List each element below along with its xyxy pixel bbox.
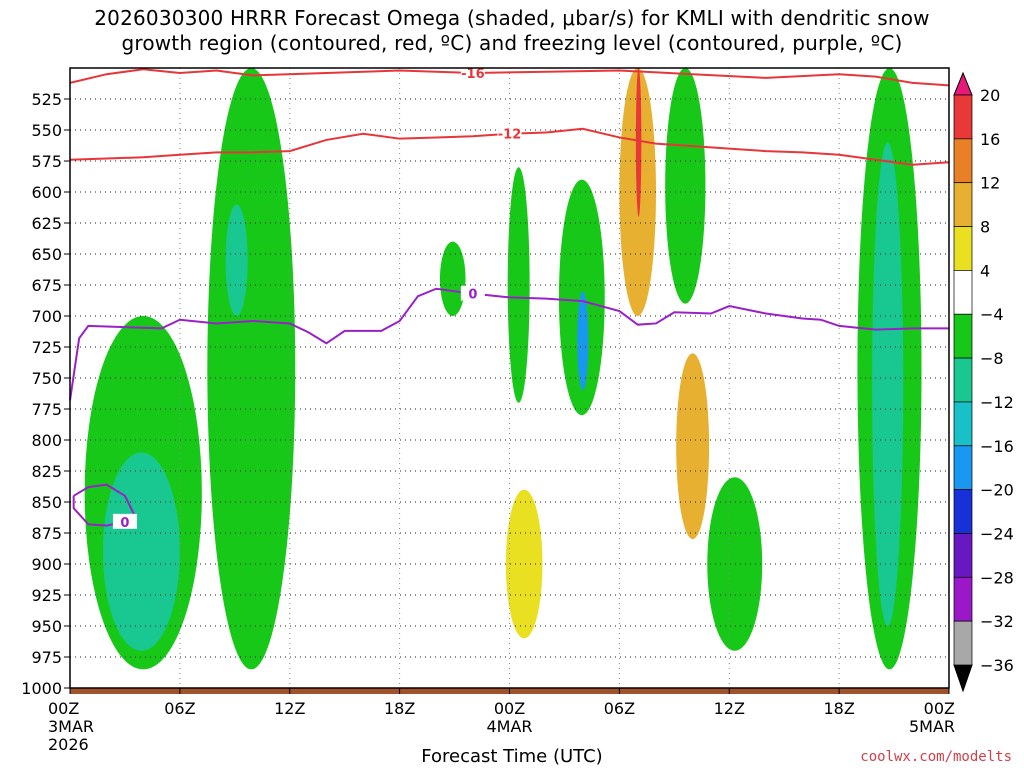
y-tick-label-775: 775 bbox=[31, 400, 62, 419]
omega-region-1 bbox=[102, 452, 180, 651]
colorbar-box-6 bbox=[953, 313, 973, 359]
colorbar-box-7 bbox=[953, 357, 973, 403]
y-tick-label-525: 525 bbox=[31, 90, 62, 109]
omega-region-2 bbox=[207, 68, 296, 670]
omega-region-3 bbox=[225, 204, 248, 316]
colorbar-label--16: −16 bbox=[980, 437, 1014, 456]
x-tick-label-24: 00Z bbox=[494, 699, 525, 718]
colorbar-label--4: −4 bbox=[980, 305, 1004, 324]
y-tick-label-650: 650 bbox=[31, 245, 62, 264]
x-axis-label: Forecast Time (UTC) bbox=[421, 746, 603, 767]
y-tick-label-850: 850 bbox=[31, 493, 62, 512]
y-tick-label-725: 725 bbox=[31, 338, 62, 357]
x-tick-label-0: 00Z bbox=[48, 699, 79, 718]
red-contour-label-1: -12 bbox=[498, 128, 522, 143]
omega-region-14 bbox=[676, 353, 710, 540]
purple-contour-label-1: 0 bbox=[120, 516, 129, 531]
y-tick-label-925: 925 bbox=[31, 586, 62, 605]
y-tick-label-875: 875 bbox=[31, 524, 62, 543]
red-contour-label-0: -16 bbox=[461, 67, 485, 82]
colorbar-arrow-bottom bbox=[953, 664, 973, 693]
colorbar-label--12: −12 bbox=[980, 393, 1014, 412]
colorbar-label--36: −36 bbox=[980, 656, 1014, 675]
omega-region-4 bbox=[439, 241, 466, 316]
x-tick-label-30: 06Z bbox=[604, 699, 635, 718]
colorbar-box-4 bbox=[953, 226, 973, 271]
omega-region-13 bbox=[635, 67, 642, 217]
y-tick-label-600: 600 bbox=[31, 183, 62, 202]
x-tick-date-48: 5MAR bbox=[909, 717, 955, 736]
y-tick-label-625: 625 bbox=[31, 214, 62, 233]
y-tick-label-950: 950 bbox=[31, 617, 62, 636]
red-label-bg-1 bbox=[497, 125, 522, 141]
red-contour-0 bbox=[69, 68, 950, 87]
colorbar: 20 16 12 8 4 −4 −8 −12 −16 −20 −24 −28 −32 −36 bbox=[953, 71, 1014, 693]
title-line-2: growth region (contoured, red, ºC) and f… bbox=[121, 31, 903, 55]
colorbar-label--8: −8 bbox=[980, 349, 1004, 368]
colorbar-label--32: −32 bbox=[980, 612, 1014, 631]
colorbar-box-8 bbox=[953, 401, 973, 447]
title-line-1: 2026030300 HRRR Forecast Omega (shaded, … bbox=[94, 6, 930, 30]
omega-shading bbox=[84, 67, 922, 670]
colorbar-box-5 bbox=[953, 270, 973, 315]
colorbar-label-16: 16 bbox=[980, 130, 1000, 149]
x-tick-label-12: 12Z bbox=[274, 699, 305, 718]
y-tick-label-900: 900 bbox=[31, 555, 62, 574]
credit-link[interactable]: coolwx.com/modelts bbox=[860, 749, 1012, 765]
colorbar-label-4: 4 bbox=[980, 261, 990, 280]
colorbar-label-20: 20 bbox=[980, 86, 1000, 105]
colorbar-label-12: 12 bbox=[980, 174, 1000, 193]
x-tick-date-24: 4MAR bbox=[486, 717, 532, 736]
x-tick-label-18: 18Z bbox=[384, 699, 415, 718]
purple-label-bg-0 bbox=[460, 285, 485, 301]
purple-contour-label-0: 0 bbox=[468, 288, 477, 303]
x-tick-label-48: 00Z bbox=[924, 699, 955, 718]
colorbar-box-10 bbox=[953, 489, 973, 534]
x-tick-year-0: 2026 bbox=[48, 735, 89, 754]
x-tick-label-6: 06Z bbox=[164, 699, 195, 718]
grid-lines bbox=[70, 68, 949, 689]
colorbar-box-2 bbox=[953, 138, 973, 184]
purple-label-bg-1 bbox=[112, 513, 137, 529]
colorbar-box-1 bbox=[953, 94, 973, 140]
colorbar-box-12 bbox=[953, 576, 973, 622]
x-tick-label-36: 12Z bbox=[714, 699, 745, 718]
y-tick-label-800: 800 bbox=[31, 431, 62, 450]
y-axis: 525 550 575 600 625 650 675 700 725 750 775 800 825 8… bbox=[21, 90, 70, 698]
omega-region-15 bbox=[505, 489, 543, 639]
x-tick-date-0: 3MAR bbox=[48, 717, 94, 736]
omega-region-11 bbox=[707, 477, 763, 651]
y-tick-label-825: 825 bbox=[31, 462, 62, 481]
x-tick-label-42: 18Z bbox=[823, 699, 854, 718]
contour-lines: -16 -12 0 0 bbox=[69, 64, 950, 531]
y-tick-label-1000: 1000 bbox=[21, 679, 62, 698]
colorbar-box-3 bbox=[953, 182, 973, 227]
colorbar-box-9 bbox=[953, 445, 973, 490]
chart-title: 2026030300 HRRR Forecast Omega (shaded, … bbox=[0, 6, 1024, 56]
y-tick-label-575: 575 bbox=[31, 152, 62, 171]
omega-region-7 bbox=[577, 291, 589, 391]
y-tick-label-675: 675 bbox=[31, 276, 62, 295]
y-tick-label-750: 750 bbox=[31, 369, 62, 388]
y-tick-label-975: 975 bbox=[31, 648, 62, 667]
colorbar-box-13 bbox=[953, 620, 973, 666]
colorbar-label-8: 8 bbox=[980, 218, 990, 237]
colorbar-box-11 bbox=[953, 533, 973, 578]
colorbar-label--20: −20 bbox=[980, 481, 1014, 500]
colorbar-label--24: −24 bbox=[980, 524, 1014, 543]
omega-region-8 bbox=[665, 68, 706, 304]
y-tick-label-700: 700 bbox=[31, 307, 62, 326]
colorbar-label--28: −28 bbox=[980, 568, 1014, 587]
colorbar-arrow-top bbox=[953, 71, 973, 96]
y-tick-label-550: 550 bbox=[31, 121, 62, 140]
omega-region-5 bbox=[507, 167, 530, 403]
omega-region-10 bbox=[872, 142, 904, 626]
